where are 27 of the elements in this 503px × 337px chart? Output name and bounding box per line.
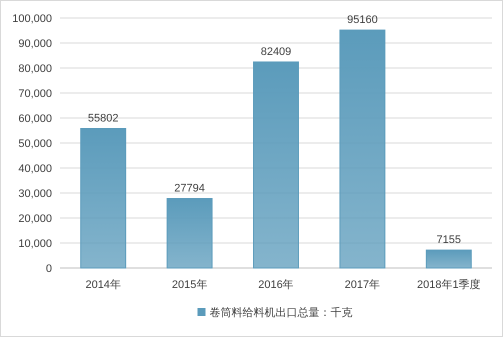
bar — [80, 128, 126, 268]
x-tick-label: 2016年 — [258, 279, 294, 291]
x-tick-label: 2014年 — [85, 279, 121, 291]
y-tick-label: 40,000 — [18, 163, 52, 175]
x-tick-label: 2017年 — [344, 279, 380, 291]
data-label: 95160 — [347, 14, 378, 26]
data-label: 27794 — [174, 182, 205, 195]
y-tick-label: 0 — [46, 263, 52, 275]
bar — [339, 30, 386, 268]
y-tick-label: 100,000 — [12, 13, 52, 25]
bar — [166, 198, 213, 268]
bar — [253, 61, 299, 268]
y-tick-label: 60,000 — [18, 113, 52, 125]
y-tick-label: 90,000 — [18, 38, 52, 50]
x-tick-label: 2018年1季度 — [417, 278, 481, 291]
bar — [426, 250, 472, 268]
y-tick-label: 70,000 — [18, 88, 52, 100]
data-label: 82409 — [260, 46, 292, 58]
data-label: 7155 — [436, 234, 462, 246]
y-tick-label: 50,000 — [18, 138, 52, 150]
x-tick-label: 2015年 — [172, 279, 208, 291]
y-tick-label: 10,000 — [18, 238, 52, 250]
y-tick-label: 30,000 — [18, 188, 52, 200]
data-label: 55802 — [88, 112, 118, 124]
y-tick-label: 80,000 — [18, 63, 52, 75]
y-tick-label: 20,000 — [18, 213, 52, 225]
legend-label: 卷筒料给料机出口总量：千克 — [210, 306, 352, 319]
